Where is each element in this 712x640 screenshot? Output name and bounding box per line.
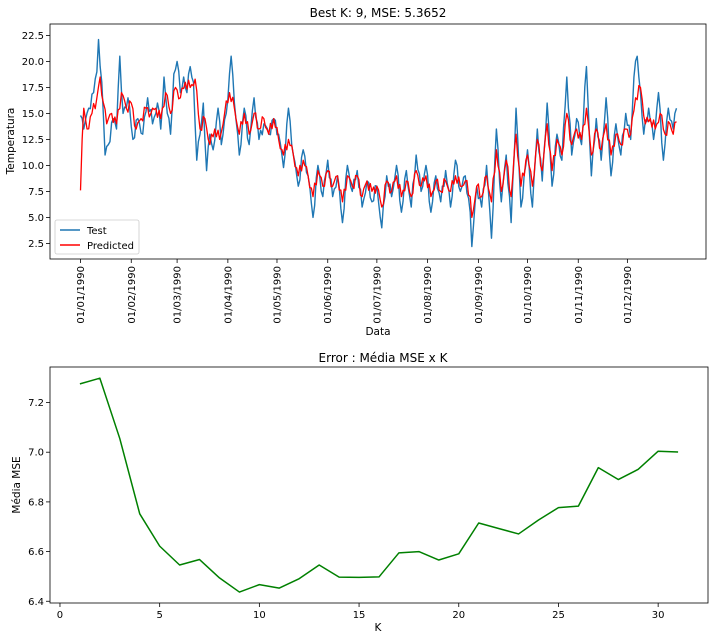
x-tick-label: 01/10/1990 bbox=[523, 266, 534, 324]
x-tick-label: 01/06/1990 bbox=[323, 266, 334, 324]
x-tick-label: 01/12/1990 bbox=[623, 266, 634, 324]
series-line-predicted bbox=[79, 76, 677, 219]
legend: Test Predicted bbox=[54, 219, 140, 255]
x-tick-label: 01/08/1990 bbox=[423, 266, 434, 324]
x-tick-label: 0 bbox=[57, 610, 63, 621]
legend-label-test: Test bbox=[86, 226, 107, 237]
y-tick-label: 2.5 bbox=[28, 239, 44, 250]
y-tick-label: 17.5 bbox=[22, 83, 44, 94]
y-tick-label: 7.5 bbox=[28, 187, 44, 198]
chart-title: Error : Média MSE x K bbox=[319, 351, 449, 365]
x-tick-label: 5 bbox=[156, 610, 162, 621]
chart-title: Best K: 9, MSE: 5.3652 bbox=[310, 6, 447, 20]
x-tick-label: 10 bbox=[253, 610, 266, 621]
x-tick-label: 01/05/1990 bbox=[272, 266, 283, 324]
y-axis: 6.4 6.6 6.8 7.0 7.2 bbox=[28, 398, 50, 608]
series-line-test bbox=[79, 38, 678, 248]
y-tick-label: 12.5 bbox=[22, 135, 44, 146]
y-tick-label: 15.0 bbox=[22, 109, 44, 120]
x-tick-label: 01/09/1990 bbox=[474, 266, 485, 324]
x-axis: 0 5 10 15 20 25 30 bbox=[57, 603, 665, 621]
y-tick-label: 20.0 bbox=[22, 57, 44, 68]
x-tick-label: 20 bbox=[452, 610, 465, 621]
y-tick-label: 10.0 bbox=[22, 161, 44, 172]
y-tick-label: 6.6 bbox=[28, 547, 44, 558]
x-tick-label: 01/11/1990 bbox=[574, 266, 585, 324]
chart-error: Error : Média MSE x K 6.4 6.6 6.8 7.0 7.2 0 5… bbox=[11, 351, 709, 634]
x-tick-label: 30 bbox=[652, 610, 665, 621]
plot-frame bbox=[49, 23, 707, 260]
x-tick-label: 01/02/1990 bbox=[127, 266, 138, 324]
x-tick-label: 01/01/1990 bbox=[76, 266, 87, 324]
y-tick-label: 6.8 bbox=[28, 497, 44, 508]
x-axis-label: K bbox=[375, 622, 383, 634]
plot-frame bbox=[49, 366, 709, 604]
y-axis-label: Temperatura bbox=[5, 108, 17, 176]
y-axis: 2.5 5.0 7.5 10.0 12.5 15.0 17.5 20.0 22.5 bbox=[22, 31, 50, 250]
y-tick-label: 5.0 bbox=[28, 213, 44, 224]
x-axis: 01/01/1990 01/02/1990 01/03/1990 01/04/1990… bbox=[76, 259, 634, 324]
y-axis-label: Média MSE bbox=[11, 456, 23, 513]
series-group bbox=[79, 377, 679, 593]
y-tick-label: 7.0 bbox=[28, 448, 44, 459]
legend-label-predicted: Predicted bbox=[87, 241, 134, 252]
x-tick-label: 01/04/1990 bbox=[223, 266, 234, 324]
series-line-mse bbox=[79, 377, 679, 593]
y-tick-label: 6.4 bbox=[28, 597, 44, 608]
x-axis-label: Data bbox=[365, 326, 390, 338]
x-tick-label: 01/07/1990 bbox=[372, 266, 383, 324]
series-group bbox=[79, 38, 678, 248]
chart-temperature: Best K: 9, MSE: 5.3652 2.5 5.0 7.5 10.0 12.5… bbox=[5, 6, 707, 338]
y-tick-label: 22.5 bbox=[22, 31, 44, 42]
y-tick-label: 7.2 bbox=[28, 398, 44, 409]
x-tick-label: 15 bbox=[353, 610, 366, 621]
x-tick-label: 01/03/1990 bbox=[173, 266, 184, 324]
x-tick-label: 25 bbox=[552, 610, 565, 621]
